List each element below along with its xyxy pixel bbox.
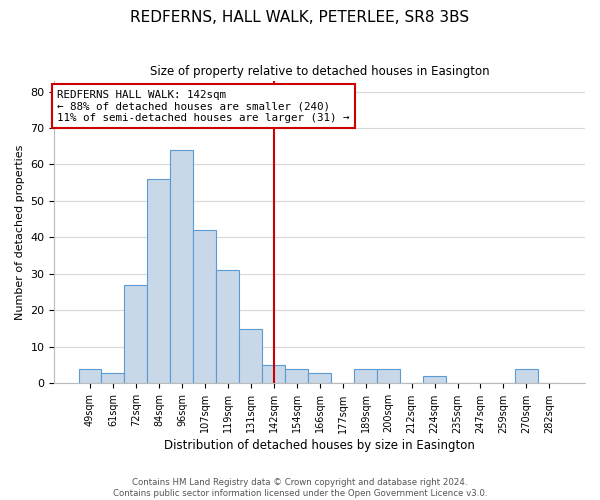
Bar (170, 150, 193, 384)
Bar (262, 365, 285, 384)
Text: REDFERNS, HALL WALK, PETERLEE, SR8 3BS: REDFERNS, HALL WALK, PETERLEE, SR8 3BS (130, 10, 470, 25)
Y-axis label: Number of detached properties: Number of detached properties (15, 144, 25, 320)
Bar (239, 328, 262, 384)
Text: Contains HM Land Registry data © Crown copyright and database right 2024.
Contai: Contains HM Land Registry data © Crown c… (113, 478, 487, 498)
Title: Size of property relative to detached houses in Easington: Size of property relative to detached ho… (150, 65, 490, 78)
Bar (148, 179, 170, 384)
Bar (285, 369, 308, 384)
Bar (515, 369, 538, 384)
Bar (217, 270, 239, 384)
Bar (377, 369, 400, 384)
X-axis label: Distribution of detached houses by size in Easington: Distribution of detached houses by size … (164, 440, 475, 452)
Bar (308, 372, 331, 384)
Bar (79, 369, 101, 384)
Bar (193, 230, 217, 384)
Bar (124, 285, 148, 384)
Bar (423, 376, 446, 384)
Bar (354, 369, 377, 384)
Text: REDFERNS HALL WALK: 142sqm
← 88% of detached houses are smaller (240)
11% of sem: REDFERNS HALL WALK: 142sqm ← 88% of deta… (57, 90, 350, 123)
Bar (101, 372, 124, 384)
